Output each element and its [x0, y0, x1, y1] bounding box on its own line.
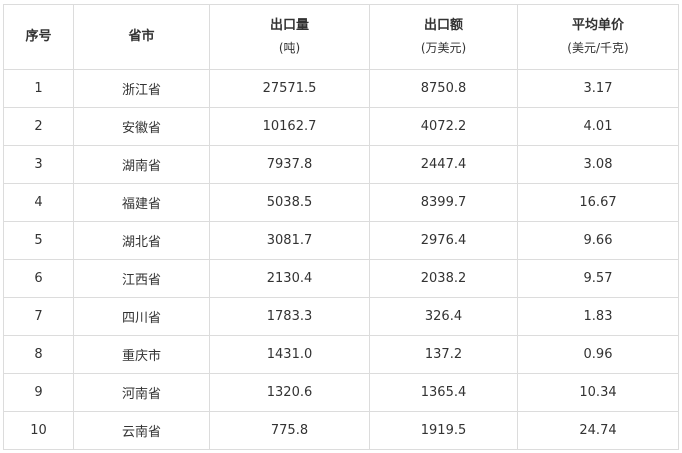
price-cell: 0.96: [517, 335, 679, 374]
price-cell: 3.08: [517, 145, 679, 184]
volume-cell: 27571.5: [209, 69, 370, 108]
volume-cell: 3081.7: [209, 221, 370, 260]
rank-cell: 2: [3, 107, 74, 146]
rank-cell: 1: [3, 69, 74, 108]
table-row: 7 四川省 1783.3 326.4 1.83: [3, 297, 679, 336]
rank-cell: 7: [3, 297, 74, 336]
table-row: 5 湖北省 3081.7 2976.4 9.66: [3, 221, 679, 260]
volume-cell: 1783.3: [209, 297, 370, 336]
value-cell: 8750.8: [369, 69, 518, 108]
rank-cell: 8: [3, 335, 74, 374]
province-cell: 河南省: [73, 373, 210, 412]
province-cell: 安徽省: [73, 107, 210, 146]
province-cell: 湖北省: [73, 221, 210, 260]
province-cell: 四川省: [73, 297, 210, 336]
volume-cell: 10162.7: [209, 107, 370, 146]
province-cell: 重庆市: [73, 335, 210, 374]
volume-cell: 2130.4: [209, 259, 370, 298]
rank-cell: 5: [3, 221, 74, 260]
province-cell: 云南省: [73, 411, 210, 450]
price-cell: 10.34: [517, 373, 679, 412]
table-row: 8 重庆市 1431.0 137.2 0.96: [3, 335, 679, 374]
rank-cell: 3: [3, 145, 74, 184]
column-title: 省市: [128, 29, 155, 44]
value-cell: 2447.4: [369, 145, 518, 184]
column-header: 省市: [73, 4, 210, 70]
value-cell: 4072.2: [369, 107, 518, 146]
column-header: 序号: [3, 4, 74, 70]
value-cell: 137.2: [369, 335, 518, 374]
value-cell: 8399.7: [369, 183, 518, 222]
province-cell: 湖南省: [73, 145, 210, 184]
rank-cell: 4: [3, 183, 74, 222]
column-unit: (吨): [278, 41, 301, 55]
column-title: 出口额: [423, 18, 463, 33]
price-cell: 3.17: [517, 69, 679, 108]
column-title: 平均单价: [571, 18, 624, 33]
price-cell: 24.74: [517, 411, 679, 450]
table-row: 9 河南省 1320.6 1365.4 10.34: [3, 373, 679, 412]
value-cell: 2976.4: [369, 221, 518, 260]
volume-cell: 1320.6: [209, 373, 370, 412]
volume-cell: 1431.0: [209, 335, 370, 374]
table-row: 10 云南省 775.8 1919.5 24.74: [3, 411, 679, 450]
rank-cell: 6: [3, 259, 74, 298]
province-cell: 江西省: [73, 259, 210, 298]
value-cell: 2038.2: [369, 259, 518, 298]
export-table: 序号 省市 出口量 (吨) 出口额 (万美元) 平均单价 (美元/千克) 1 浙江省 27571.…: [3, 4, 679, 450]
column-title: 出口量: [269, 18, 309, 33]
value-cell: 1919.5: [369, 411, 518, 450]
rank-cell: 10: [3, 411, 74, 450]
column-title: 序号: [25, 29, 52, 44]
value-cell: 1365.4: [369, 373, 518, 412]
rank-cell: 9: [3, 373, 74, 412]
price-cell: 9.57: [517, 259, 679, 298]
price-cell: 9.66: [517, 221, 679, 260]
province-cell: 福建省: [73, 183, 210, 222]
column-unit: (万美元): [420, 41, 467, 55]
table-row: 3 湖南省 7937.8 2447.4 3.08: [3, 145, 679, 184]
table-row: 4 福建省 5038.5 8399.7 16.67: [3, 183, 679, 222]
column-header: 出口额 (万美元): [369, 4, 518, 70]
price-cell: 16.67: [517, 183, 679, 222]
table-row: 2 安徽省 10162.7 4072.2 4.01: [3, 107, 679, 146]
price-cell: 4.01: [517, 107, 679, 146]
table-row: 1 浙江省 27571.5 8750.8 3.17: [3, 69, 679, 108]
column-unit: (美元/千克): [567, 41, 629, 55]
province-cell: 浙江省: [73, 69, 210, 108]
header-row: 序号 省市 出口量 (吨) 出口额 (万美元) 平均单价 (美元/千克): [3, 4, 679, 70]
volume-cell: 7937.8: [209, 145, 370, 184]
volume-cell: 5038.5: [209, 183, 370, 222]
price-cell: 1.83: [517, 297, 679, 336]
column-header: 平均单价 (美元/千克): [517, 4, 679, 70]
column-header: 出口量 (吨): [209, 4, 370, 70]
value-cell: 326.4: [369, 297, 518, 336]
table-row: 6 江西省 2130.4 2038.2 9.57: [3, 259, 679, 298]
volume-cell: 775.8: [209, 411, 370, 450]
